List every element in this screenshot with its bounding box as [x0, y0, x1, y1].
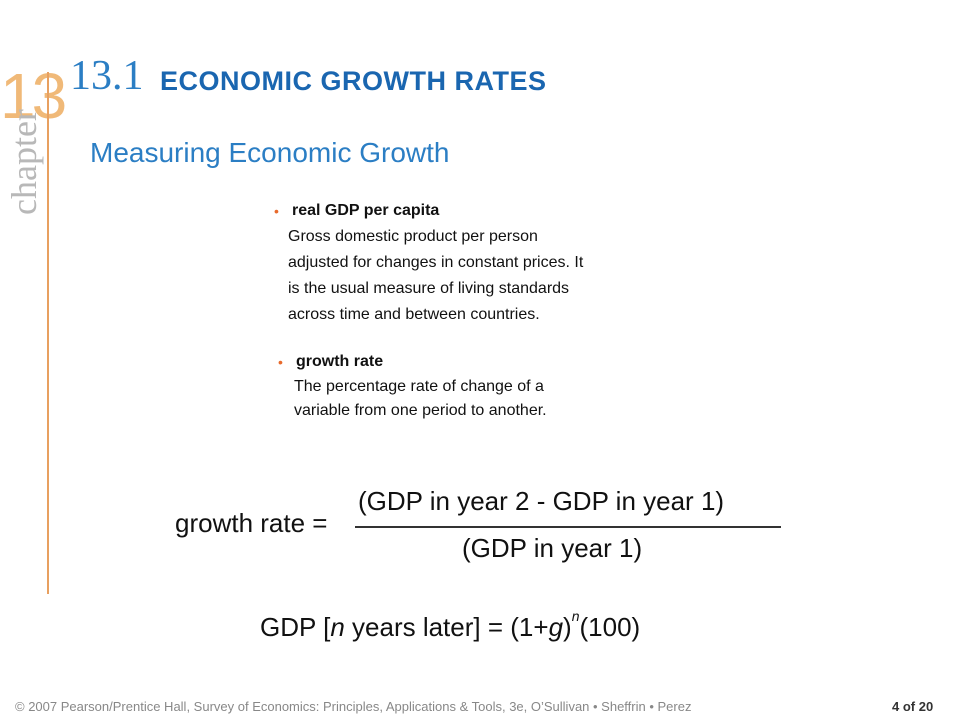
- term-definition-line: variable from one period to another.: [294, 402, 547, 419]
- term-definition-line: The percentage rate of change of a: [294, 378, 544, 395]
- gdp-suffix: (100): [579, 612, 641, 642]
- variable-g: g: [548, 612, 564, 642]
- formula-denominator: (GDP in year 1): [462, 533, 643, 563]
- exponent-n: n: [571, 608, 580, 624]
- term-growth-rate: • growth rate The percentage rate of cha…: [278, 349, 547, 423]
- section-number: 13.1: [70, 53, 144, 99]
- variable-n: n: [330, 612, 345, 642]
- slide-subtitle: Measuring Economic Growth: [90, 137, 450, 168]
- bullet-icon: •: [274, 203, 279, 219]
- term-definition-line: Gross domestic product per person: [288, 228, 538, 245]
- chapter-label: chapter: [4, 109, 44, 215]
- chapter-divider-line: [47, 72, 49, 594]
- gdp-close-paren: ): [563, 612, 572, 642]
- formula-numerator: (GDP in year 2 - GDP in year 1): [358, 486, 725, 516]
- page-indicator: 4 of 20: [892, 699, 934, 714]
- bullet-icon: •: [278, 354, 283, 370]
- term-real-gdp-per-capita: • real GDP per capita Gross domestic pro…: [274, 198, 583, 328]
- term-definition-line: is the usual measure of living standards: [288, 280, 570, 297]
- term-definition-line: adjusted for changes in constant prices.…: [288, 254, 584, 271]
- gdp-prefix: GDP [: [260, 612, 331, 642]
- term-name: real GDP per capita: [292, 202, 440, 219]
- section-title: ECONOMIC GROWTH RATES: [160, 66, 547, 96]
- fraction-bar: [355, 526, 781, 528]
- term-definition-line: across time and between countries.: [288, 306, 540, 323]
- term-name: growth rate: [296, 353, 384, 370]
- gdp-compound-formula: GDP [n years later] = (1+g)n(100): [260, 608, 641, 643]
- gdp-mid: years later] = (1+: [344, 612, 549, 642]
- chapter-number: 13: [0, 60, 67, 132]
- copyright-footer: © 2007 Pearson/Prentice Hall, Survey of …: [15, 699, 692, 714]
- growth-rate-formula-label: growth rate =: [175, 508, 328, 538]
